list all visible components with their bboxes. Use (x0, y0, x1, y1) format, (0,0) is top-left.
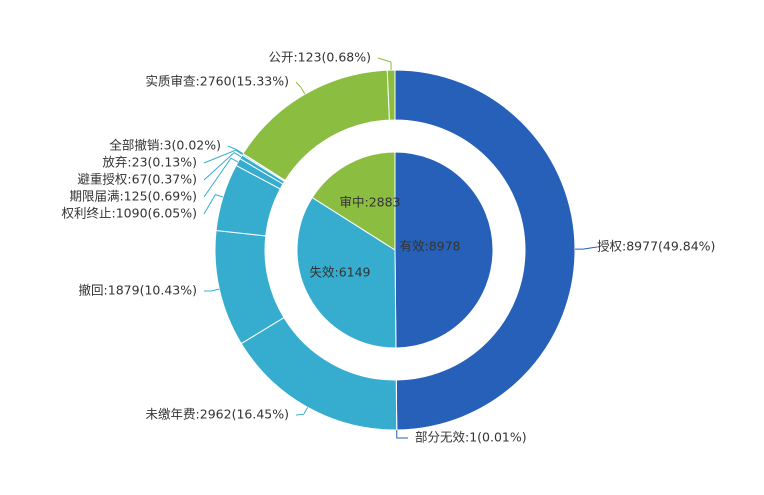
outer-slice-label: 实质审查:2760(15.33%) (146, 74, 289, 89)
inner-slice-3[interactable] (311, 151, 396, 251)
label-leader-line (203, 152, 242, 181)
outer-labels: 授权:8977(49.84%) 部分无效:1(0.01%) 未缴年费:2962(16… (62, 50, 716, 445)
inner-slice-label: 失效:6149 (309, 265, 370, 280)
label-leader-line (377, 57, 392, 71)
label-leader-line (203, 157, 239, 198)
outer-slice-label: 避重授权:67(0.37%) (77, 172, 197, 187)
outer-slice-11[interactable] (386, 69, 396, 121)
label-leader-line (396, 429, 409, 439)
outer-slice-1[interactable] (394, 69, 576, 431)
label-leader-line (203, 288, 220, 292)
label-leader-line (203, 149, 243, 164)
outer-ring (214, 69, 576, 431)
outer-slice-label: 期限届满:125(0.69%) (69, 189, 197, 204)
label-leader-line (227, 145, 244, 155)
label-leader-line (295, 81, 306, 95)
outer-slice-label: 公开:123(0.68%) (268, 50, 371, 65)
label-leader-line (295, 407, 308, 416)
inner-slice-label: 审中:2883 (339, 195, 400, 210)
outer-slice-label: 撤回:1879(10.43%) (79, 283, 197, 298)
inner-pie (296, 151, 494, 349)
inner-labels: 有效:8978 失效:6149 审中:2883 (309, 195, 460, 280)
inner-slice-label: 有效:8978 (399, 239, 460, 254)
outer-slice-label: 部分无效:1(0.01%) (415, 430, 527, 445)
outer-slice-label: 全部撤销:3(0.02%) (109, 138, 221, 153)
outer-slice-label: 放弃:23(0.13%) (102, 155, 197, 170)
outer-slice-label: 授权:8977(49.84%) (597, 239, 715, 254)
outer-slice-label: 未缴年费:2962(16.45%) (146, 407, 289, 422)
outer-slice-label: 权利终止:1090(6.05%) (62, 206, 198, 221)
label-leader-line (574, 246, 598, 250)
label-leader-line (203, 194, 224, 215)
inner-slice-1[interactable] (394, 151, 494, 349)
